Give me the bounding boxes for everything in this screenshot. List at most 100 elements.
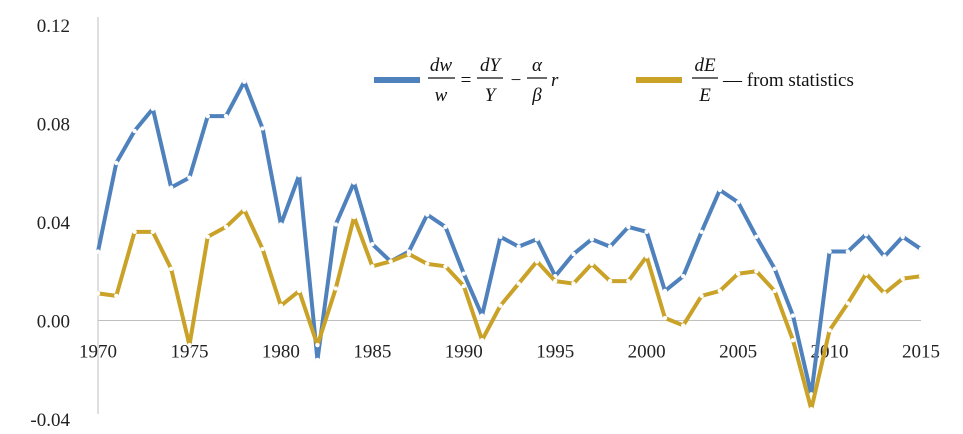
data-point: [809, 406, 814, 412]
y-tick-label: 0.08: [37, 115, 70, 136]
legend-1-lhs-den: w: [435, 85, 448, 106]
data-point: [790, 313, 796, 318]
data-point: [534, 259, 540, 264]
x-tick-label: 2005: [719, 342, 757, 363]
legend-2-tail: — from statistics: [722, 70, 854, 91]
data-point: [863, 232, 869, 237]
x-tick-label: 1980: [262, 342, 300, 363]
data-point: [607, 244, 613, 249]
data-point: [662, 315, 668, 321]
data-point: [553, 278, 558, 284]
data-point: [351, 180, 357, 185]
data-point: [296, 173, 302, 178]
y-tick-label: 0.00: [37, 312, 70, 333]
data-point: [772, 288, 777, 294]
data-point: [498, 303, 503, 308]
data-point: [571, 251, 576, 257]
data-point: [150, 229, 156, 235]
legend-1-minus: −: [511, 70, 522, 91]
series-line-2: [96, 207, 923, 412]
data-point: [571, 281, 576, 286]
data-point: [589, 237, 594, 242]
data-point: [735, 271, 741, 276]
data-point: [681, 273, 686, 279]
data-point: [443, 264, 448, 269]
data-point: [114, 160, 119, 166]
data-point: [187, 175, 192, 180]
data-point: [900, 234, 905, 239]
data-point: [882, 291, 887, 296]
data-point: [607, 278, 613, 284]
data-point: [461, 271, 466, 276]
data-point: [95, 291, 101, 296]
data-point: [882, 254, 887, 259]
data-point: [351, 214, 357, 220]
data-point: [699, 293, 704, 299]
data-point: [827, 249, 832, 254]
data-point: [242, 207, 247, 212]
data-point: [333, 286, 338, 291]
data-point: [242, 79, 247, 84]
data-point: [589, 261, 594, 267]
data-point: [132, 229, 137, 235]
data-point: [845, 301, 851, 306]
legend-1-r: r: [551, 70, 559, 91]
data-point: [534, 237, 540, 242]
x-tick-label: 1975: [170, 342, 208, 363]
data-point: [187, 342, 192, 348]
data-point: [809, 392, 814, 397]
y-tick-label: 0.04: [37, 213, 71, 234]
data-point: [754, 234, 759, 239]
x-tick-label: 1990: [445, 342, 483, 363]
data-point: [315, 342, 320, 348]
data-point: [516, 244, 521, 249]
legend-2-den: E: [698, 85, 711, 106]
data-point: [370, 241, 375, 247]
data-point: [626, 224, 631, 230]
x-tick-label: 1970: [79, 342, 117, 363]
data-point: [278, 303, 284, 308]
data-point: [644, 229, 649, 235]
legend-1-rhs-num: dY: [480, 55, 503, 76]
legend-1-alpha: α: [532, 55, 543, 76]
data-point: [918, 246, 924, 252]
x-tick-label: 2000: [628, 342, 666, 363]
data-point: [516, 281, 521, 286]
data-point: [95, 249, 101, 254]
data-point: [717, 288, 723, 294]
data-point: [388, 259, 393, 264]
data-point: [278, 222, 284, 227]
series-line-1: [96, 79, 923, 397]
data-point: [260, 246, 265, 252]
data-point: [479, 313, 485, 318]
legend-label-series-2: dE E — from statistics: [692, 55, 854, 106]
data-point: [150, 106, 156, 111]
legend-2-num: dE: [694, 55, 716, 76]
data-point: [735, 200, 741, 205]
x-tick-label: 1985: [353, 342, 391, 363]
y-tick-label: 0.12: [37, 16, 70, 37]
data-point: [479, 338, 485, 343]
data-point: [205, 234, 210, 239]
data-point: [498, 234, 503, 239]
data-point: [333, 222, 338, 227]
data-point: [132, 128, 137, 134]
data-point: [443, 224, 448, 230]
data-point: [205, 113, 210, 119]
data-point: [406, 251, 412, 257]
data-point: [260, 126, 265, 131]
series-lines: [95, 79, 924, 412]
y-tick-label: -0.04: [30, 410, 70, 431]
data-point: [168, 266, 174, 271]
data-point: [790, 338, 796, 343]
data-point: [425, 212, 430, 217]
data-point: [461, 283, 466, 289]
data-point: [827, 328, 832, 333]
legend-1-lhs-num: dw: [430, 55, 453, 76]
data-point: [900, 276, 905, 281]
legend-1-equals: =: [461, 70, 472, 91]
x-tick-label: 2010: [811, 342, 849, 363]
data-point: [223, 113, 229, 119]
data-point: [754, 269, 759, 274]
tick-labels: 0.12 0.08 0.04 0.00 -0.04 1970 1975 1980 1985 199…: [30, 16, 940, 431]
